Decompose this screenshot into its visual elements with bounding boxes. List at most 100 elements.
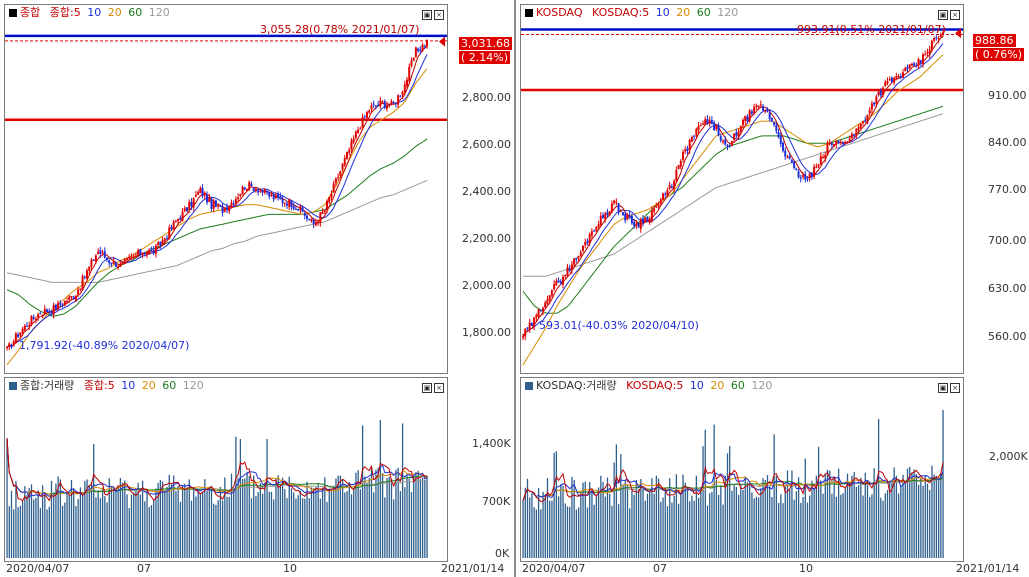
right-volume-tick: 2,000K xyxy=(989,450,1028,463)
right-chart-panel: KOSDAQ KOSDAQ:5 10 20 60 120 ▣ × 993.91(0… xyxy=(516,0,1029,577)
close-icon[interactable]: × xyxy=(950,10,960,20)
volume-bar xyxy=(671,502,673,558)
volume-bar xyxy=(582,482,584,558)
volume-bar xyxy=(273,499,275,558)
volume-bar xyxy=(337,475,339,558)
volume-bar xyxy=(401,423,404,558)
candle-body xyxy=(668,185,671,189)
volume-bar xyxy=(784,486,786,558)
maximize-icon[interactable]: ▣ xyxy=(422,10,432,20)
left-price-tick: 2,000.00 xyxy=(462,279,511,292)
maximize-icon[interactable]: ▣ xyxy=(422,383,432,393)
candle-body xyxy=(361,117,364,128)
volume-bar xyxy=(313,488,315,558)
candle-body xyxy=(839,141,842,143)
candle-body xyxy=(624,213,627,221)
volume-bar xyxy=(755,496,758,558)
right-volume-plot[interactable]: KOSDAQ:거래량 KOSDAQ:5 10 20 60 120 ▣ × xyxy=(520,377,964,562)
candle-body xyxy=(112,260,115,264)
volume-bar xyxy=(373,492,375,558)
ma120-line xyxy=(523,113,944,277)
candle-body xyxy=(126,258,128,260)
candle-body xyxy=(417,48,420,51)
legend-vma10: 10 xyxy=(689,379,704,392)
candle-body xyxy=(817,164,820,167)
volume-bar xyxy=(275,478,277,558)
candle-body xyxy=(290,200,293,207)
candle-body xyxy=(617,203,620,213)
candle-body xyxy=(782,142,784,151)
volume-bar xyxy=(733,485,735,558)
volume-bar xyxy=(384,497,386,558)
volume-bar xyxy=(864,472,866,558)
volume-bar xyxy=(228,496,230,558)
volume-bar xyxy=(161,481,164,558)
candle-body xyxy=(699,125,702,127)
volume-bar xyxy=(704,429,706,558)
volume-bar xyxy=(324,477,326,558)
volume-bar xyxy=(882,500,884,558)
maximize-icon[interactable]: ▣ xyxy=(938,383,948,393)
volume-bar xyxy=(820,480,822,558)
candle-body xyxy=(192,198,195,208)
volume-bar xyxy=(569,506,571,558)
volume-bar xyxy=(264,482,266,558)
volume-bar xyxy=(802,497,804,558)
panel-divider[interactable] xyxy=(514,0,516,577)
volume-bar xyxy=(524,487,526,558)
legend-box-icon xyxy=(525,382,533,390)
volume-bar xyxy=(740,485,742,558)
candle-body xyxy=(119,263,122,267)
maximize-icon[interactable]: ▣ xyxy=(938,10,948,20)
candle-body xyxy=(19,332,22,336)
left-volume-plot[interactable]: 종합:거래량 종합:5 10 20 60 120 ▣ × xyxy=(4,377,448,562)
left-current-price-tag: 3,031.68 xyxy=(459,37,512,50)
volume-bar xyxy=(640,479,642,558)
volume-bar xyxy=(737,494,740,558)
legend-vma60: 60 xyxy=(730,379,745,392)
volume-bar xyxy=(806,502,809,558)
candle-body xyxy=(266,190,268,193)
candle-body xyxy=(777,132,780,138)
candle-body xyxy=(615,201,618,203)
candle-body xyxy=(810,172,813,177)
volume-bar xyxy=(535,509,538,558)
volume-bar xyxy=(533,507,535,558)
volume-bar xyxy=(609,493,611,558)
candle-body xyxy=(706,118,709,124)
volume-bar xyxy=(637,489,640,558)
candle-body xyxy=(530,323,533,326)
candle-body xyxy=(737,131,740,138)
candle-body xyxy=(726,145,729,147)
candle-body xyxy=(855,128,858,137)
volume-bar xyxy=(359,489,362,558)
close-icon[interactable]: × xyxy=(434,10,444,20)
volume-bar xyxy=(301,498,304,558)
volume-bar xyxy=(735,486,738,558)
left-chart-panel: 종합 종합:5 10 20 60 120 ▣ × 3,055.28(0.78% 2… xyxy=(0,0,514,577)
volume-bar xyxy=(121,482,124,558)
close-icon[interactable]: × xyxy=(950,383,960,393)
volume-bar xyxy=(795,491,798,558)
left-price-plot[interactable]: 종합 종합:5 10 20 60 120 ▣ × 3,055.28(0.78% 2… xyxy=(4,4,448,374)
volume-bar xyxy=(540,509,542,558)
close-icon[interactable]: × xyxy=(434,383,444,393)
candle-body xyxy=(426,39,428,47)
candle-body xyxy=(579,252,582,256)
candle-body xyxy=(626,215,629,220)
legend-ma20: 20 xyxy=(107,6,122,19)
volume-bar xyxy=(410,491,413,558)
candle-body xyxy=(243,187,246,190)
candle-body xyxy=(553,284,556,290)
right-price-plot[interactable]: KOSDAQ KOSDAQ:5 10 20 60 120 ▣ × 993.91(0… xyxy=(520,4,964,374)
candle-body xyxy=(106,257,108,260)
volume-bar xyxy=(379,420,382,558)
volume-bar xyxy=(522,500,524,558)
ma120-line xyxy=(6,179,428,283)
candle-body xyxy=(593,230,596,232)
legend-box-icon xyxy=(525,9,533,17)
candle-body xyxy=(352,138,355,143)
volume-bar xyxy=(726,453,729,558)
volume-bar xyxy=(853,471,855,558)
candle-body xyxy=(913,63,916,66)
